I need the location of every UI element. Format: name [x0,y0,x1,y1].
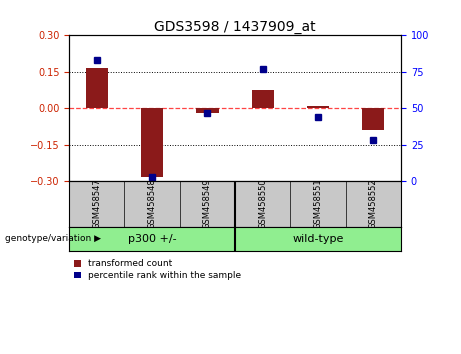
Text: GSM458548: GSM458548 [148,178,157,229]
Bar [307,106,329,108]
Title: GDS3598 / 1437909_at: GDS3598 / 1437909_at [154,21,316,34]
Bar [196,108,219,113]
Bar [252,90,274,108]
Text: wild-type: wild-type [292,234,344,244]
Legend: transformed count, percentile rank within the sample: transformed count, percentile rank withi… [74,259,241,280]
Text: GSM458547: GSM458547 [92,178,101,229]
Bar [69,227,235,251]
Text: p300 +/-: p300 +/- [128,234,177,244]
Text: genotype/variation ▶: genotype/variation ▶ [5,234,100,244]
Text: GSM458550: GSM458550 [258,178,267,229]
Bar [141,108,163,177]
Bar [86,68,108,108]
Text: GSM458549: GSM458549 [203,178,212,229]
Text: GSM458552: GSM458552 [369,178,378,229]
Bar [362,108,384,130]
Text: GSM458551: GSM458551 [313,178,323,229]
Bar [235,227,401,251]
